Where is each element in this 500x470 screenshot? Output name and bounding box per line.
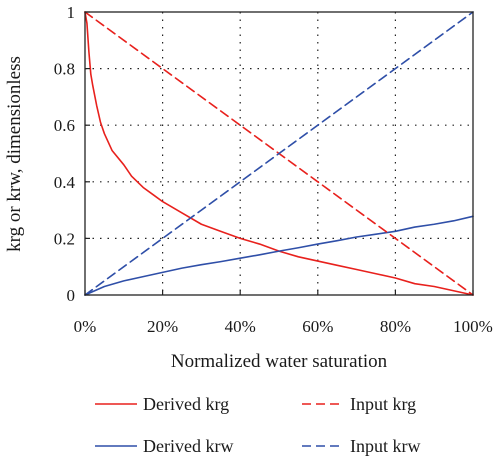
legend-item: Input krg	[302, 394, 416, 414]
x-tick-label: 0%	[74, 317, 97, 336]
series-line-derived-krw	[84, 215, 474, 296]
y-tick-label: 0.4	[54, 173, 76, 192]
plot-frame	[84, 11, 474, 296]
y-axis-label: krg or krw, dimensionless	[4, 56, 25, 252]
y-tick-label: 0.6	[54, 116, 75, 135]
y-tick-label: 0.2	[54, 229, 75, 248]
y-tick-label: 1	[67, 3, 76, 22]
legend-item: Input krw	[302, 436, 421, 456]
legend-label: Derived krg	[143, 394, 229, 414]
legend-label: Input krw	[350, 436, 421, 456]
series-line-input-krw	[84, 11, 474, 296]
legend: Derived krg Derived krw Input krg Input krw	[95, 394, 421, 456]
x-tick-label: 80%	[380, 317, 411, 336]
x-tick-label: 60%	[302, 317, 333, 336]
legend-label: Derived krw	[143, 436, 233, 456]
legend-item: Derived krg	[95, 394, 229, 414]
series-line-derived-krg	[84, 11, 474, 296]
y-tick-label: 0.8	[54, 60, 75, 79]
grid	[85, 12, 473, 295]
series-lines	[84, 11, 474, 296]
legend-item: Derived krw	[95, 436, 233, 456]
x-tick-label: 20%	[147, 317, 178, 336]
y-tick-label: 0	[67, 286, 76, 305]
legend-label: Input krg	[350, 394, 416, 414]
x-tick-label: 100%	[453, 317, 493, 336]
x-axis-label: Normalized water saturation	[171, 351, 388, 372]
axis-ticks: 0% 20% 40% 60% 80% 100% 0 0.2 0.4 0.6 0.8 1	[54, 3, 493, 336]
x-tick-label: 40%	[225, 317, 256, 336]
